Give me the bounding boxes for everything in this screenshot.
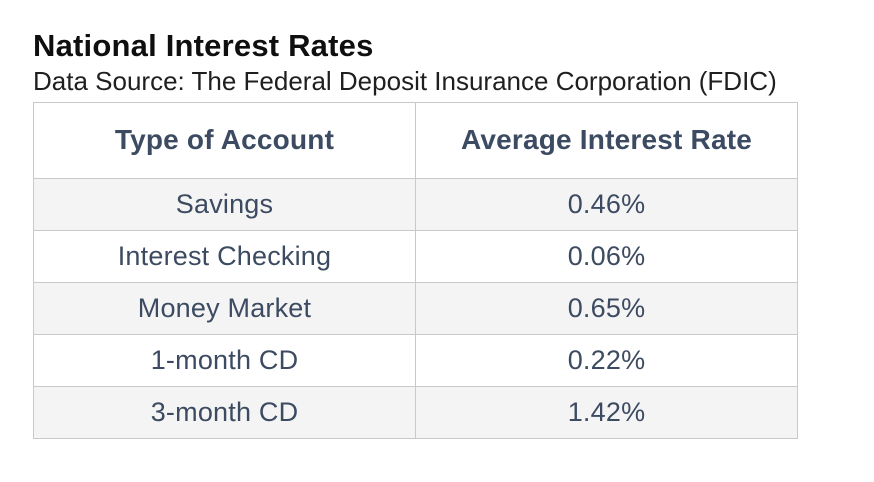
table-row-interest-checking: Interest Checking 0.06% (33, 229, 798, 283)
table-row-money-market: Money Market 0.65% (33, 281, 798, 335)
account-type-cell: 1-month CD (33, 333, 416, 387)
column-header-average-interest-rate: Average Interest Rate (415, 101, 798, 179)
account-type-cell: Savings (33, 177, 416, 231)
page: National Interest Rates Data Source: The… (33, 28, 798, 439)
table-row-savings: Savings 0.46% (33, 177, 798, 231)
interest-rate-cell: 0.65% (415, 281, 798, 335)
table-row-3-month-cd: 3-month CD 1.42% (33, 385, 798, 439)
interest-rate-cell: 0.46% (415, 177, 798, 231)
account-type-cell: Money Market (33, 281, 416, 335)
interest-rate-cell: 1.42% (415, 385, 798, 439)
table-header-row: Type of Account Average Interest Rate (33, 101, 798, 179)
data-source-subtitle: Data Source: The Federal Deposit Insuran… (33, 65, 777, 96)
account-type-cell: Interest Checking (33, 229, 416, 283)
account-type-cell: 3-month CD (33, 385, 416, 439)
interest-rate-cell: 0.06% (415, 229, 798, 283)
interest-rate-cell: 0.22% (415, 333, 798, 387)
interest-rates-table: Type of Account Average Interest Rate Sa… (33, 101, 798, 439)
column-header-type-of-account: Type of Account (33, 101, 416, 179)
page-title: National Interest Rates (33, 28, 374, 63)
table-row-1-month-cd: 1-month CD 0.22% (33, 333, 798, 387)
